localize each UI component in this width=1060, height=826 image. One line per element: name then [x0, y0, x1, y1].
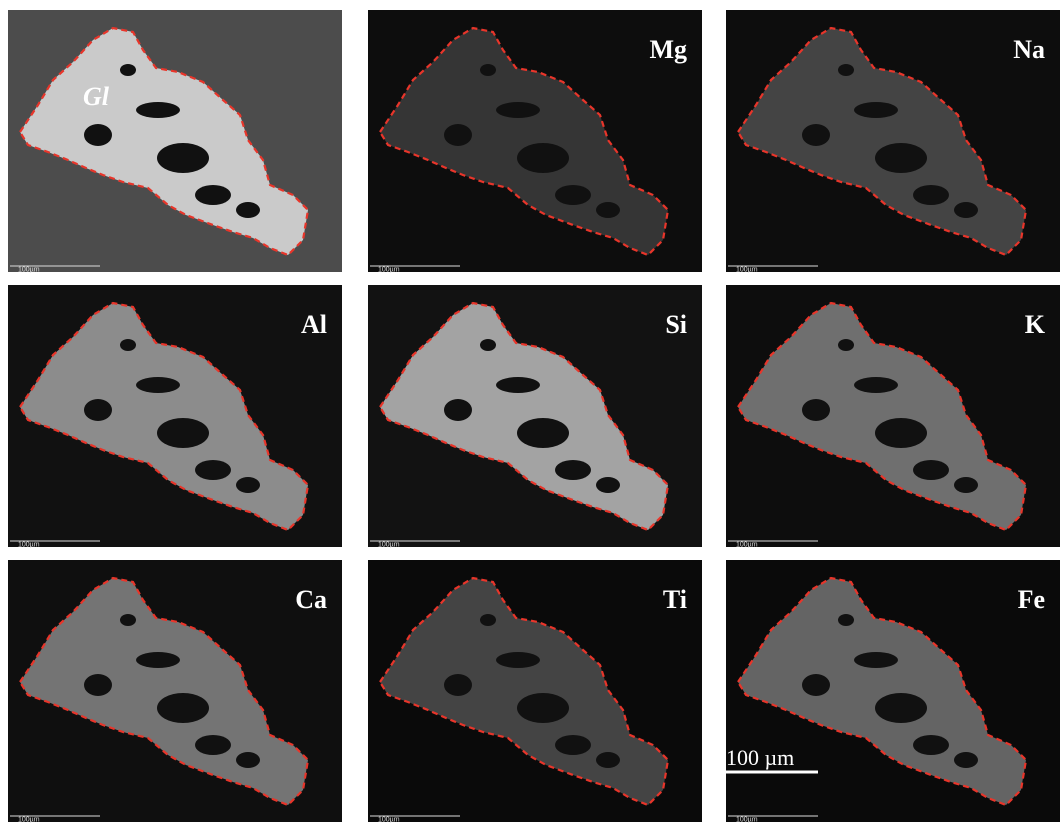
scale-bar-label: 100µm	[18, 817, 40, 824]
vesicle	[195, 185, 231, 205]
panel-label: Na	[1013, 35, 1045, 64]
scale-bar-label: 100µm	[378, 267, 400, 274]
vesicle	[84, 399, 112, 421]
vesicle	[954, 202, 978, 218]
vesicle	[195, 735, 231, 755]
panel: K 100µm	[726, 285, 1060, 549]
vesicle	[802, 674, 830, 696]
vesicle	[596, 202, 620, 218]
panel-label: Mg	[649, 35, 687, 64]
scale-bar-label: 100µm	[736, 542, 758, 549]
panel-label: K	[1025, 310, 1046, 339]
vesicle	[838, 614, 854, 626]
scale-bar-label: 100µm	[736, 267, 758, 274]
vesicle	[496, 377, 540, 393]
vesicle	[954, 477, 978, 493]
scale-bar-label: 100µm	[378, 542, 400, 549]
vesicle	[555, 735, 591, 755]
vesicle	[136, 652, 180, 668]
vesicle	[444, 674, 472, 696]
panel: Na 100µm	[726, 10, 1060, 274]
vesicle	[444, 124, 472, 146]
panel-label: Gl	[83, 82, 110, 111]
panel: Si 100µm	[368, 285, 702, 549]
vesicle	[236, 202, 260, 218]
vesicle	[236, 752, 260, 768]
panel: Gl 100µm	[8, 10, 342, 274]
vesicle	[517, 418, 569, 448]
vesicle	[120, 614, 136, 626]
vesicle	[954, 752, 978, 768]
vesicle	[84, 674, 112, 696]
scale-bar-label: 100µm	[18, 542, 40, 549]
vesicle	[236, 477, 260, 493]
vesicle	[596, 477, 620, 493]
panel-label: Ca	[295, 585, 327, 614]
vesicle	[838, 64, 854, 76]
vesicle	[120, 64, 136, 76]
vesicle	[84, 124, 112, 146]
panel-label: Si	[665, 310, 687, 339]
vesicle	[157, 693, 209, 723]
vesicle	[875, 418, 927, 448]
panel-label: Al	[301, 310, 327, 339]
vesicle	[496, 102, 540, 118]
panel: Ti 100µm	[368, 560, 702, 824]
vesicle	[157, 143, 209, 173]
vesicle	[555, 185, 591, 205]
vesicle	[496, 652, 540, 668]
vesicle	[555, 460, 591, 480]
scale-bar-label: 100µm	[736, 817, 758, 824]
panel: Mg 100µm	[368, 10, 702, 274]
vesicle	[913, 185, 949, 205]
panel: Ca 100µm	[8, 560, 342, 824]
vesicle	[854, 377, 898, 393]
vesicle	[120, 339, 136, 351]
panel: Fe 100µm 100 µm	[726, 560, 1060, 824]
vesicle	[195, 460, 231, 480]
vesicle	[854, 652, 898, 668]
vesicle	[875, 693, 927, 723]
vesicle	[517, 693, 569, 723]
vesicle	[480, 339, 496, 351]
figure: Gl 100µm Mg 100µm Na 100µm Al 100µm Si 100µm K 100µ…	[0, 0, 1060, 826]
vesicle	[444, 399, 472, 421]
vesicle	[157, 418, 209, 448]
large-scale-bar-label: 100 µm	[726, 745, 794, 770]
vesicle	[913, 735, 949, 755]
vesicle	[838, 339, 854, 351]
panel-label: Fe	[1018, 585, 1045, 614]
panel: Al 100µm	[8, 285, 342, 549]
scale-bar-label: 100µm	[378, 817, 400, 824]
vesicle	[802, 399, 830, 421]
vesicle	[802, 124, 830, 146]
vesicle	[875, 143, 927, 173]
vesicle	[480, 614, 496, 626]
vesicle	[136, 102, 180, 118]
scale-bar-label: 100µm	[18, 267, 40, 274]
vesicle	[517, 143, 569, 173]
vesicle	[480, 64, 496, 76]
vesicle	[854, 102, 898, 118]
vesicle	[913, 460, 949, 480]
vesicle	[136, 377, 180, 393]
panel-label: Ti	[663, 585, 687, 614]
vesicle	[596, 752, 620, 768]
